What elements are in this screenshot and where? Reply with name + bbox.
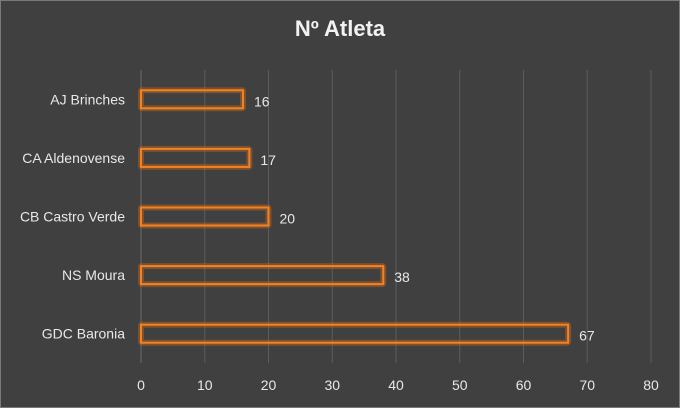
- chart-title: Nº Atleta: [294, 16, 386, 41]
- data-label: 20: [280, 211, 296, 227]
- x-tick-label: 10: [197, 377, 213, 393]
- x-tick-label: 70: [579, 377, 595, 393]
- bar: [140, 206, 270, 227]
- category-label: GDC Baronia: [42, 326, 125, 342]
- data-label: 67: [579, 328, 595, 344]
- category-label: CA Aldenovense: [22, 150, 125, 166]
- bar-glow: [138, 145, 253, 170]
- category-label: AJ Brinches: [50, 91, 125, 107]
- category-label: CB Castro Verde: [20, 209, 125, 225]
- x-tick-label: 50: [452, 377, 468, 393]
- bar: [140, 89, 244, 110]
- data-label: 38: [394, 269, 410, 285]
- x-tick-label: 30: [324, 377, 340, 393]
- x-tick-label: 20: [261, 377, 277, 393]
- data-label: 16: [254, 93, 270, 109]
- x-tick-label: 80: [643, 377, 659, 393]
- x-tick-label: 40: [388, 377, 404, 393]
- category-label: NS Moura: [62, 267, 125, 283]
- x-tick-label: 0: [137, 377, 145, 393]
- bar: [140, 147, 251, 168]
- x-tick-label: 60: [516, 377, 532, 393]
- bar: [140, 265, 385, 286]
- bar: [140, 323, 570, 344]
- bar-glow: [138, 87, 246, 112]
- bar-glow: [138, 263, 387, 288]
- data-label: 17: [260, 152, 276, 168]
